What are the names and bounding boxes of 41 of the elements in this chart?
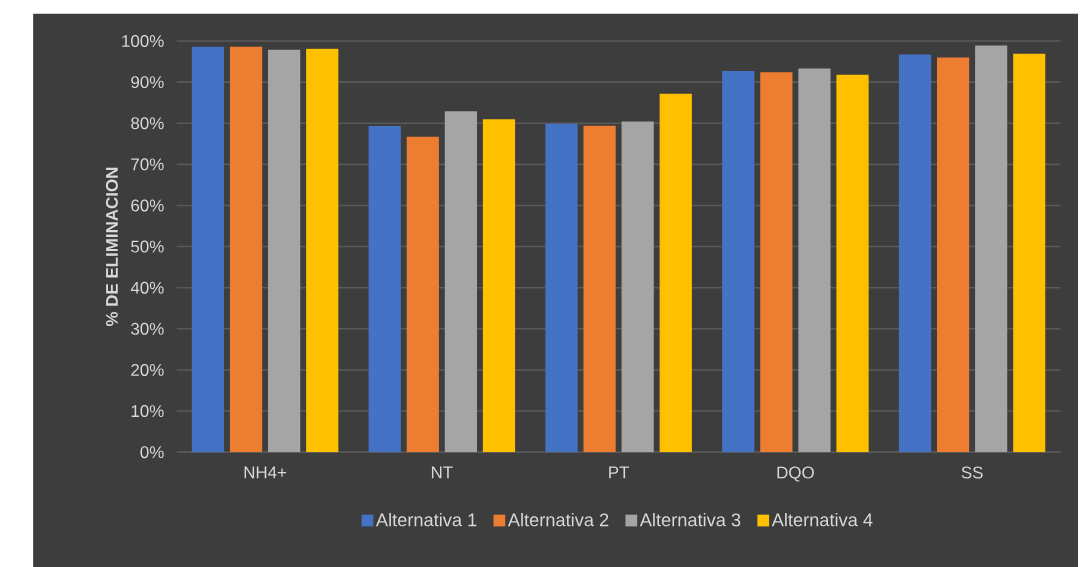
y-tick-label: 90% xyxy=(131,75,164,88)
y-tick-label: 60% xyxy=(131,199,164,212)
bar xyxy=(659,93,692,452)
legend-label: Alternativa 4 xyxy=(771,512,873,527)
bar xyxy=(406,136,439,452)
x-tick-label: DQO xyxy=(777,466,814,482)
y-tick-label: 80% xyxy=(131,117,164,130)
bar xyxy=(191,46,225,452)
bar xyxy=(798,68,831,452)
y-axis-title: % DE ELIMINACION xyxy=(105,167,118,326)
bar xyxy=(898,54,932,452)
bar xyxy=(229,46,263,452)
bar xyxy=(760,72,793,452)
bar xyxy=(444,111,478,452)
y-tick-label: 100% xyxy=(122,34,164,47)
bar xyxy=(836,74,869,452)
y-tick-label: 10% xyxy=(131,404,164,417)
bar xyxy=(975,45,1008,452)
y-tick-label: 30% xyxy=(131,322,164,335)
bar xyxy=(368,125,401,452)
bar xyxy=(545,123,578,452)
y-tick-label: 20% xyxy=(131,363,164,376)
bar xyxy=(482,118,516,452)
bar xyxy=(1013,53,1046,452)
legend-label: Alternativa 3 xyxy=(639,512,741,527)
legend-label: Alternativa 1 xyxy=(375,512,477,527)
y-tick-label: 0% xyxy=(140,445,164,458)
legend-label: Alternativa 2 xyxy=(507,512,609,527)
y-tick-label: 40% xyxy=(130,281,164,294)
bar xyxy=(268,49,301,452)
x-tick-label: NH4+ xyxy=(244,466,287,478)
bar xyxy=(621,121,654,452)
x-tick-label: SS xyxy=(961,466,983,479)
x-tick-label: NT xyxy=(431,466,453,478)
bar xyxy=(937,57,970,452)
bar xyxy=(583,125,616,452)
y-tick-label: 70% xyxy=(131,158,164,171)
y-tick-label: 50% xyxy=(131,240,164,253)
bar xyxy=(722,70,755,452)
x-tick-label: PT xyxy=(609,466,630,478)
bar xyxy=(306,48,339,452)
